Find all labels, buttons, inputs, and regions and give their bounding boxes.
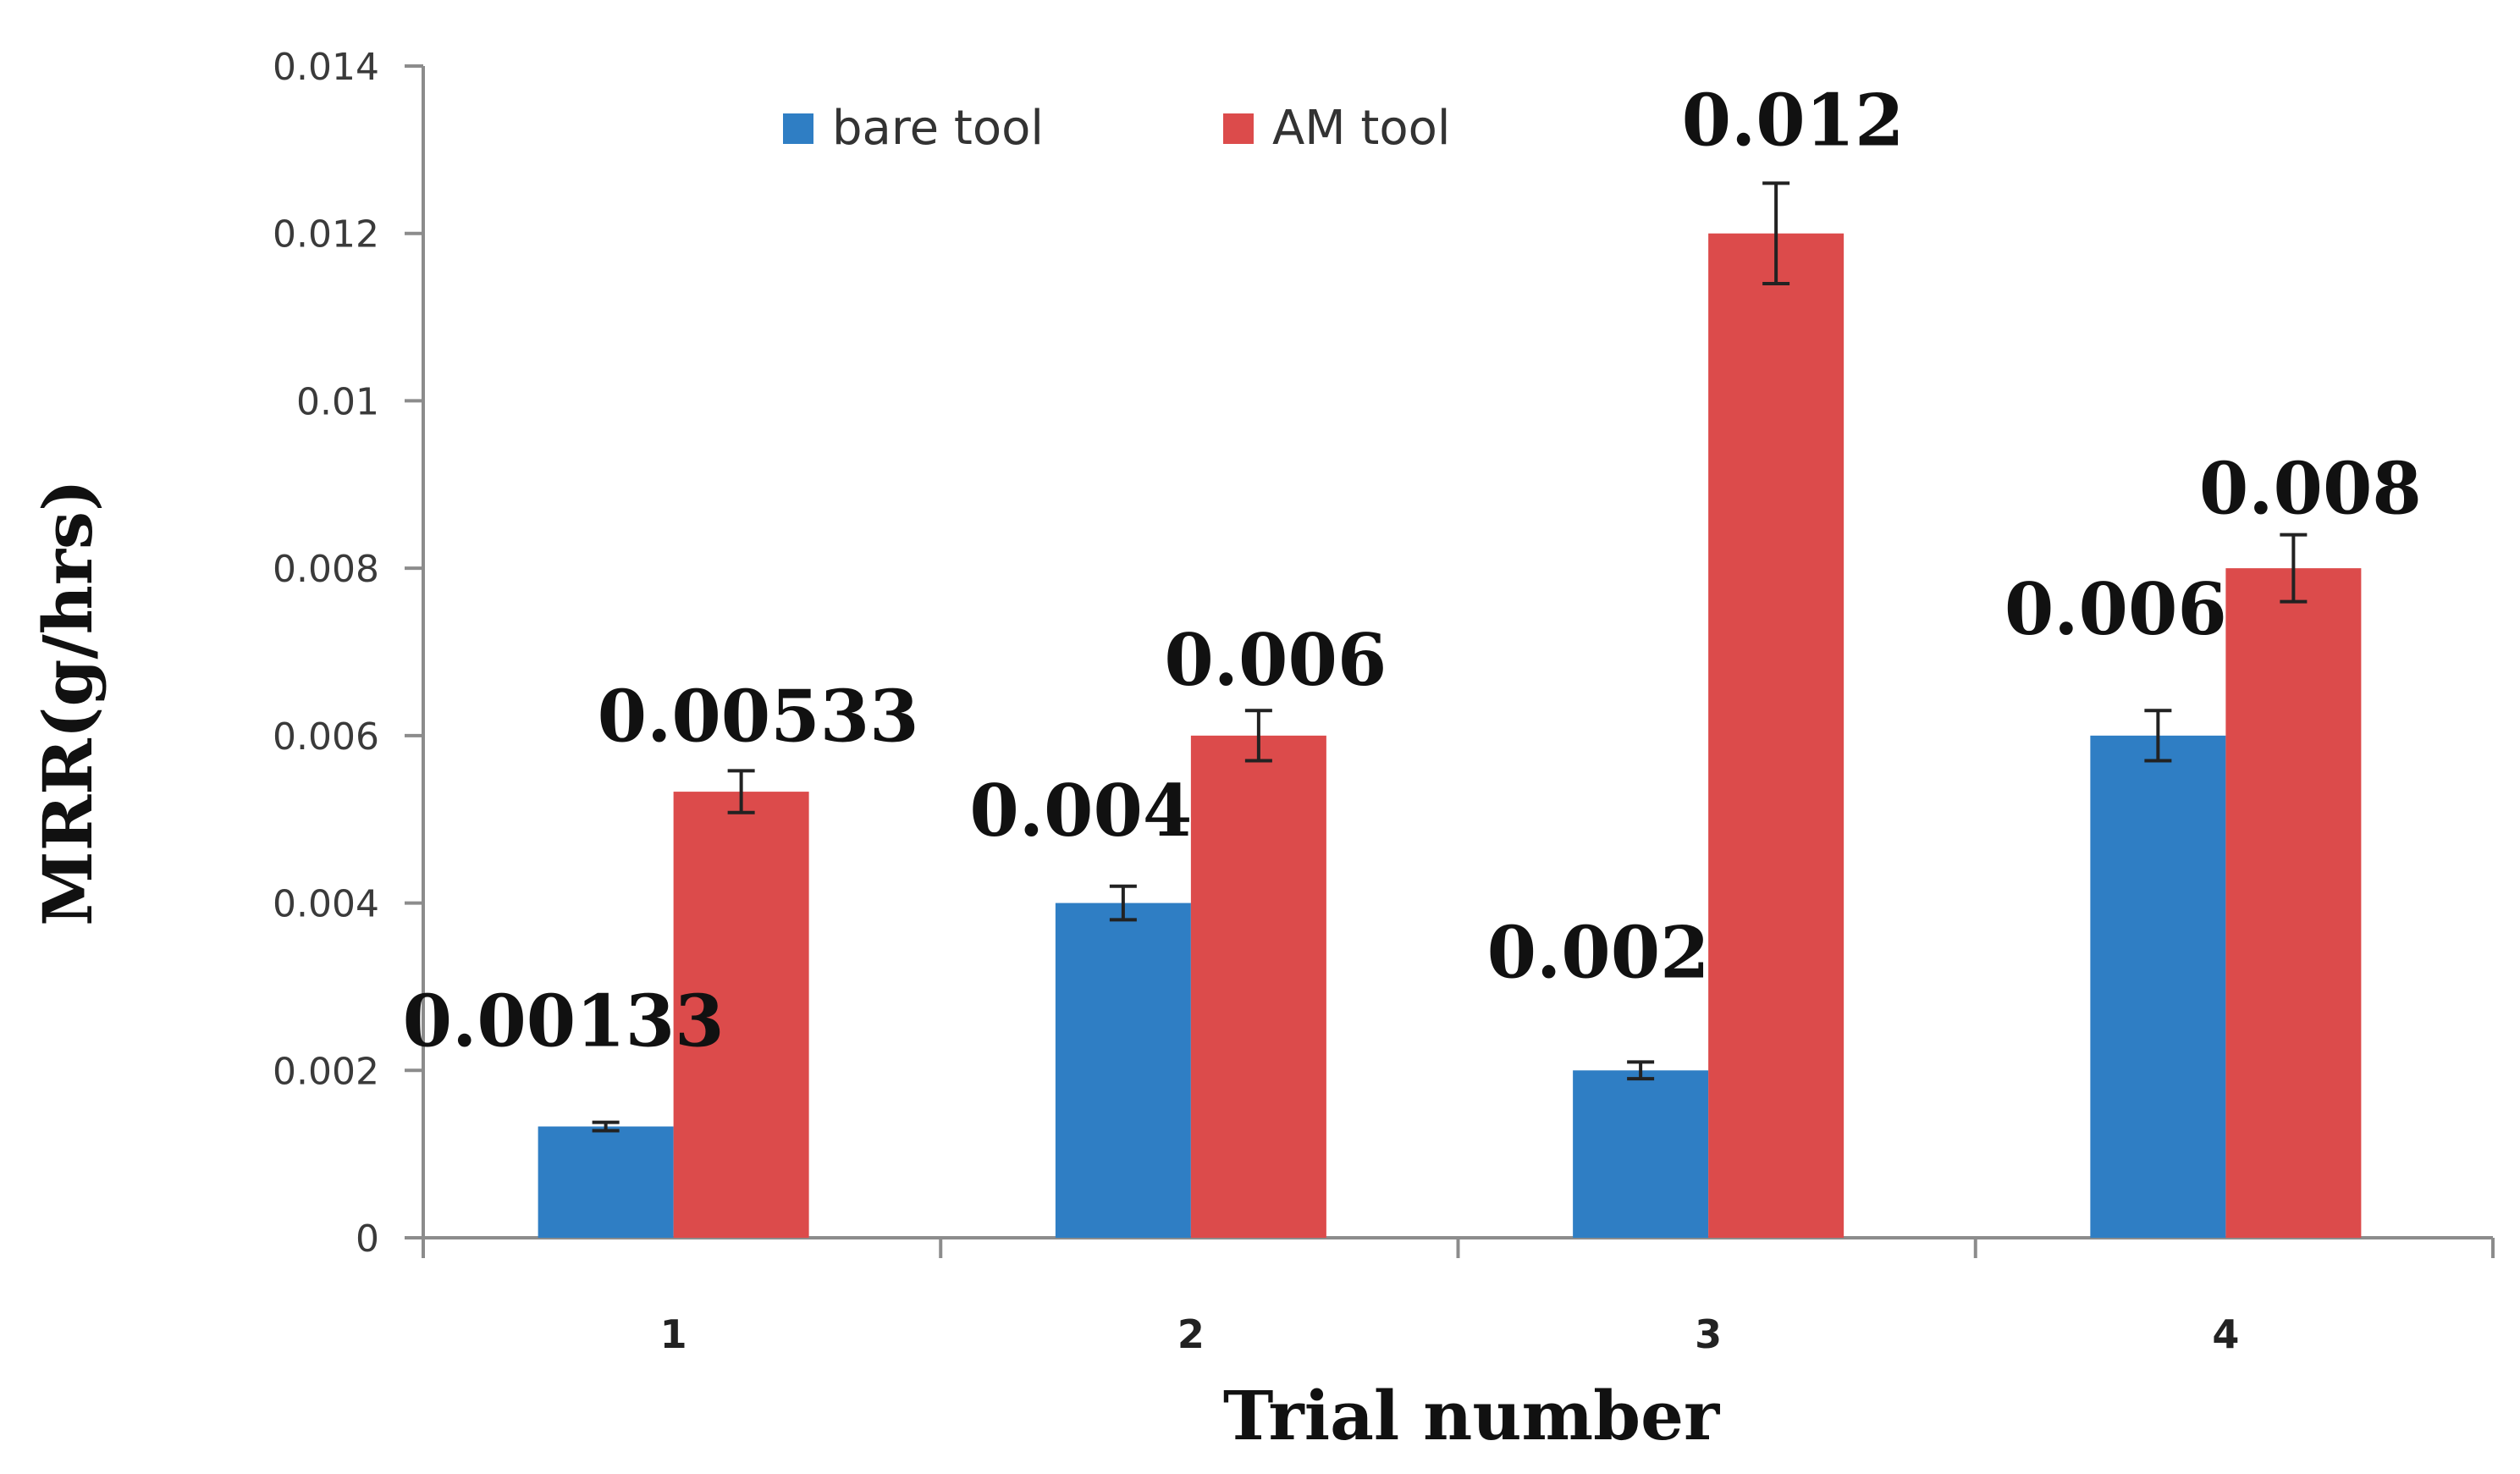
error-bars bbox=[592, 181, 2308, 1133]
bar bbox=[1708, 233, 1845, 1238]
x-axis-title: Trial number bbox=[1223, 1376, 1720, 1455]
legend-label: bare tool bbox=[832, 101, 1044, 156]
bar bbox=[1055, 903, 1191, 1238]
x-tick-label: 2 bbox=[1177, 1311, 1205, 1357]
y-tick-label: 0.006 bbox=[273, 715, 379, 759]
bar bbox=[2090, 735, 2226, 1238]
x-tick-label: 3 bbox=[1695, 1311, 1722, 1357]
data-label: 0.012 bbox=[1682, 78, 1905, 162]
y-tick-label: 0.008 bbox=[273, 548, 379, 591]
bar bbox=[1190, 735, 1326, 1238]
data-label: 0.006 bbox=[2004, 567, 2227, 651]
data-label: 0.004 bbox=[969, 769, 1192, 853]
x-axis-ticks: 1 2 3 4 bbox=[422, 1238, 2495, 1357]
data-label: 0.008 bbox=[2199, 447, 2422, 531]
y-tick-label: 0 bbox=[356, 1217, 379, 1261]
y-tick-label: 0.014 bbox=[273, 46, 379, 89]
x-tick-label: 1 bbox=[660, 1311, 687, 1357]
y-tick-label: 0.01 bbox=[296, 380, 379, 423]
data-label: 0.006 bbox=[1164, 618, 1387, 702]
y-axis-title: MRR(g/hrs) bbox=[28, 479, 108, 926]
data-label: 0.00533 bbox=[598, 674, 919, 758]
legend-swatch bbox=[1223, 113, 1254, 144]
y-tick-label: 0.002 bbox=[273, 1050, 379, 1093]
bar bbox=[673, 792, 809, 1238]
y-axis-ticks: 0 0.002 0.004 0.006 0.008 0.01 0.012 0.014 bbox=[273, 46, 423, 1261]
y-tick-label: 0.004 bbox=[273, 883, 379, 926]
y-tick-label: 0.012 bbox=[273, 213, 379, 257]
legend: bare tool AM tool bbox=[783, 101, 1450, 156]
bar bbox=[1573, 1070, 1709, 1238]
legend-label: AM tool bbox=[1272, 101, 1450, 156]
bars bbox=[538, 233, 2362, 1238]
bar bbox=[2225, 568, 2362, 1238]
data-label: 0.002 bbox=[1487, 910, 1710, 994]
data-labels: 0.00133 0.004 0.002 0.006 0.00533 0.006 0.012 0… bbox=[403, 78, 2422, 1063]
data-label: 0.00133 bbox=[403, 980, 725, 1063]
bar bbox=[538, 1126, 674, 1238]
x-tick-label: 4 bbox=[2212, 1311, 2239, 1357]
legend-swatch bbox=[783, 113, 813, 144]
